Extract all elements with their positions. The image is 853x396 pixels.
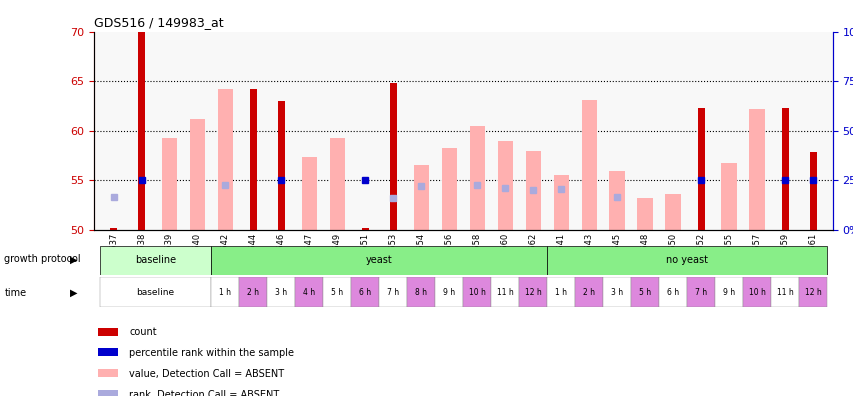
Bar: [742, 277, 770, 307]
Text: 2 h: 2 h: [247, 287, 259, 297]
Bar: [525, 152, 540, 230]
Bar: [323, 277, 351, 307]
Bar: [97, 327, 118, 336]
Bar: [575, 277, 602, 307]
Text: ▶: ▶: [70, 254, 78, 265]
Text: baseline: baseline: [136, 287, 174, 297]
Bar: [138, 32, 145, 230]
Text: 5 h: 5 h: [638, 287, 651, 297]
Bar: [301, 157, 316, 230]
Text: 3 h: 3 h: [611, 287, 623, 297]
Bar: [97, 369, 118, 377]
Text: 12 h: 12 h: [804, 287, 821, 297]
Bar: [351, 277, 379, 307]
Text: 10 h: 10 h: [468, 287, 485, 297]
Bar: [469, 126, 485, 230]
Bar: [770, 277, 798, 307]
Bar: [212, 277, 239, 307]
Bar: [407, 277, 435, 307]
Bar: [413, 166, 428, 230]
Text: 3 h: 3 h: [275, 287, 287, 297]
Bar: [110, 228, 117, 230]
Bar: [714, 277, 742, 307]
Text: growth protocol: growth protocol: [4, 254, 81, 265]
Bar: [189, 119, 205, 230]
Bar: [547, 246, 826, 275]
Bar: [100, 246, 212, 275]
Bar: [798, 277, 826, 307]
Bar: [630, 277, 659, 307]
Bar: [497, 141, 513, 230]
Bar: [490, 277, 519, 307]
Bar: [239, 277, 267, 307]
Bar: [362, 228, 368, 230]
Text: 9 h: 9 h: [722, 287, 734, 297]
Bar: [553, 175, 568, 230]
Text: 5 h: 5 h: [331, 287, 343, 297]
Bar: [809, 152, 815, 230]
Text: no yeast: no yeast: [665, 255, 707, 265]
Text: 7 h: 7 h: [694, 287, 706, 297]
Text: 12 h: 12 h: [525, 287, 541, 297]
Text: 11 h: 11 h: [496, 287, 513, 297]
Bar: [97, 390, 118, 396]
Text: rank, Detection Call = ABSENT: rank, Detection Call = ABSENT: [129, 390, 279, 396]
Bar: [664, 194, 680, 230]
Text: 1 h: 1 h: [554, 287, 566, 297]
Bar: [721, 163, 736, 230]
Text: count: count: [129, 327, 157, 337]
Bar: [389, 83, 397, 230]
Bar: [609, 171, 624, 230]
Bar: [749, 109, 764, 230]
Bar: [780, 108, 787, 230]
Bar: [100, 277, 212, 307]
Bar: [277, 101, 285, 230]
Bar: [329, 138, 345, 230]
Bar: [687, 277, 714, 307]
Text: 9 h: 9 h: [443, 287, 455, 297]
Text: 2 h: 2 h: [583, 287, 595, 297]
Bar: [697, 108, 704, 230]
Text: time: time: [4, 288, 26, 298]
Bar: [212, 246, 547, 275]
Bar: [602, 277, 630, 307]
Text: baseline: baseline: [135, 255, 176, 265]
Text: yeast: yeast: [366, 255, 392, 265]
Text: ▶: ▶: [70, 288, 78, 298]
Bar: [379, 277, 407, 307]
Bar: [463, 277, 490, 307]
Bar: [97, 348, 118, 356]
Text: 4 h: 4 h: [303, 287, 315, 297]
Text: 11 h: 11 h: [775, 287, 792, 297]
Text: 6 h: 6 h: [666, 287, 678, 297]
Bar: [267, 277, 295, 307]
Bar: [547, 277, 575, 307]
Bar: [659, 277, 687, 307]
Text: 1 h: 1 h: [219, 287, 231, 297]
Text: 8 h: 8 h: [415, 287, 426, 297]
Bar: [250, 89, 257, 230]
Text: GDS516 / 149983_at: GDS516 / 149983_at: [94, 16, 223, 29]
Text: 7 h: 7 h: [386, 287, 399, 297]
Bar: [441, 148, 456, 230]
Text: 6 h: 6 h: [359, 287, 371, 297]
Bar: [218, 89, 233, 230]
Bar: [636, 198, 652, 230]
Bar: [295, 277, 323, 307]
Text: percentile rank within the sample: percentile rank within the sample: [129, 348, 293, 358]
Bar: [435, 277, 463, 307]
Bar: [161, 138, 177, 230]
Bar: [519, 277, 547, 307]
Bar: [581, 100, 596, 230]
Text: 10 h: 10 h: [748, 287, 764, 297]
Text: value, Detection Call = ABSENT: value, Detection Call = ABSENT: [129, 369, 284, 379]
